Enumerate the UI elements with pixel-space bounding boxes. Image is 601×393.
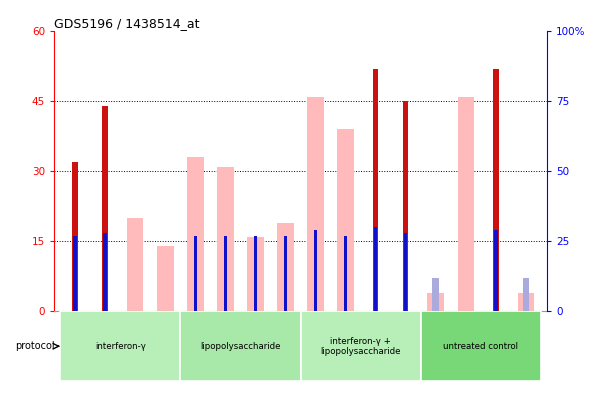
Text: untreated control: untreated control <box>444 342 518 351</box>
Bar <box>517 293 534 311</box>
Text: interferon-γ +
lipopolysaccharide: interferon-γ + lipopolysaccharide <box>320 336 401 356</box>
Bar <box>300 311 421 381</box>
Bar <box>427 293 444 311</box>
Bar <box>217 167 234 311</box>
Bar <box>224 236 227 311</box>
Bar <box>194 236 197 311</box>
Bar <box>403 101 409 311</box>
Bar <box>73 236 77 311</box>
Text: interferon-γ: interferon-γ <box>95 342 145 351</box>
Bar <box>307 97 324 311</box>
Bar <box>494 230 498 311</box>
Bar <box>404 233 407 311</box>
Bar <box>314 230 317 311</box>
Text: lipopolysaccharide: lipopolysaccharide <box>200 342 281 351</box>
Bar <box>247 237 264 311</box>
Bar <box>374 227 377 311</box>
Bar <box>60 311 180 381</box>
Bar <box>73 162 78 311</box>
Bar <box>284 236 287 311</box>
Bar <box>493 69 499 311</box>
Bar <box>187 157 204 311</box>
Bar <box>433 278 439 311</box>
Bar <box>457 97 474 311</box>
Bar <box>344 236 347 311</box>
Bar <box>127 218 144 311</box>
Bar <box>157 246 174 311</box>
Bar <box>421 311 541 381</box>
Bar <box>277 223 294 311</box>
Bar <box>103 233 107 311</box>
Bar <box>254 236 257 311</box>
Bar <box>523 278 529 311</box>
Bar <box>373 69 379 311</box>
Bar <box>180 311 300 381</box>
Text: GDS5196 / 1438514_at: GDS5196 / 1438514_at <box>54 17 200 30</box>
Bar <box>102 106 108 311</box>
Bar <box>337 129 354 311</box>
Text: protocol: protocol <box>15 341 55 351</box>
